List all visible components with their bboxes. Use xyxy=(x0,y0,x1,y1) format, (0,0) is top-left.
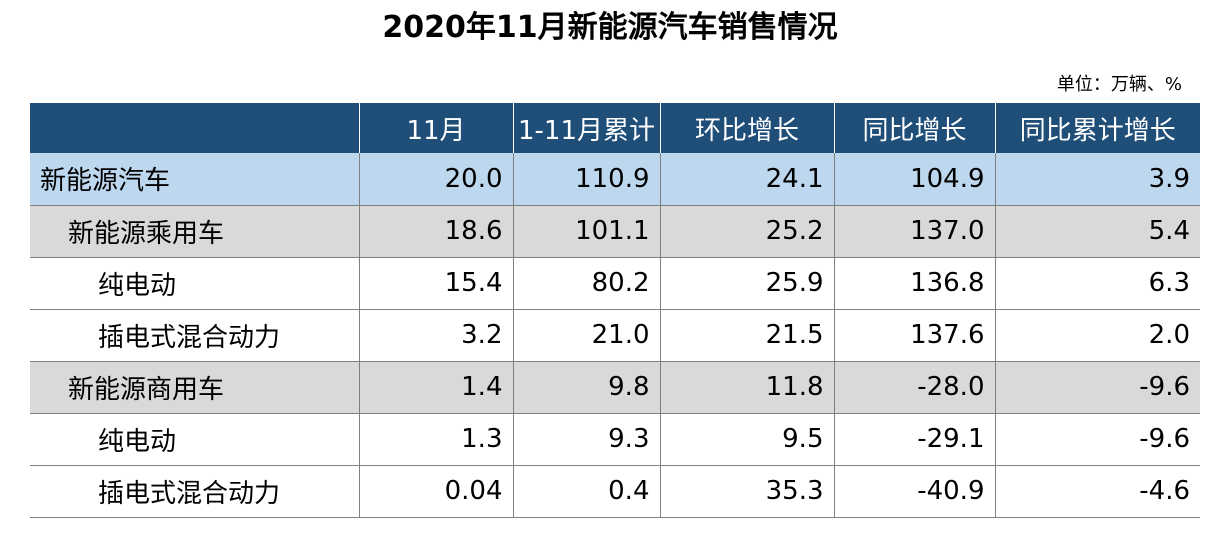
table-row: 纯电动 15.4 80.2 25.9 136.8 6.3 xyxy=(30,257,1200,310)
table-row: 插电式混合动力 0.04 0.4 35.3 -40.9 -4.6 xyxy=(30,465,1200,518)
cell-yoy-growth: -40.9 xyxy=(834,465,996,518)
cell-mom-growth: 21.5 xyxy=(660,309,835,362)
cell-cumulative: 101.1 xyxy=(513,205,661,258)
cell-cumulative: 0.4 xyxy=(513,465,661,518)
cell-yoy-growth: -28.0 xyxy=(834,361,996,414)
row-label: 新能源商用车 xyxy=(30,361,360,414)
row-label: 新能源乘用车 xyxy=(30,205,360,258)
cell-cumulative: 110.9 xyxy=(513,153,661,206)
table-row: 插电式混合动力 3.2 21.0 21.5 137.6 2.0 xyxy=(30,309,1200,362)
cell-mom-growth: 11.8 xyxy=(660,361,835,414)
cell-mom-growth: 9.5 xyxy=(660,413,835,466)
table-body: 新能源汽车 20.0 110.9 24.1 104.9 3.9 新能源乘用车 1… xyxy=(30,153,1200,518)
table-row: 新能源汽车 20.0 110.9 24.1 104.9 3.9 xyxy=(30,153,1200,206)
cell-month: 0.04 xyxy=(359,465,514,518)
cell-yoy-growth: 137.0 xyxy=(834,205,996,258)
cell-month: 1.4 xyxy=(359,361,514,414)
cell-yoy-cumulative-growth: 3.9 xyxy=(995,153,1200,206)
cell-mom-growth: 25.2 xyxy=(660,205,835,258)
cell-yoy-cumulative-growth: 6.3 xyxy=(995,257,1200,310)
cell-month: 20.0 xyxy=(359,153,514,206)
cell-mom-growth: 35.3 xyxy=(660,465,835,518)
row-label: 纯电动 xyxy=(30,257,360,310)
header-cumulative: 1-11月累计 xyxy=(513,103,661,153)
row-label: 新能源汽车 xyxy=(30,153,360,206)
header-category xyxy=(30,103,360,153)
table-header: 11月 1-11月累计 环比增长 同比增长 同比累计增长 xyxy=(30,103,1200,153)
table-row: 新能源商用车 1.4 9.8 11.8 -28.0 -9.6 xyxy=(30,361,1200,414)
cell-mom-growth: 25.9 xyxy=(660,257,835,310)
cell-mom-growth: 24.1 xyxy=(660,153,835,206)
header-yoy-cumulative-growth: 同比累计增长 xyxy=(995,103,1200,153)
cell-month: 15.4 xyxy=(359,257,514,310)
cell-month: 1.3 xyxy=(359,413,514,466)
page-title: 2020年11月新能源汽车销售情况 xyxy=(382,10,838,45)
row-label: 插电式混合动力 xyxy=(30,309,360,362)
cell-yoy-growth: 136.8 xyxy=(834,257,996,310)
header-month: 11月 xyxy=(359,103,514,153)
sales-table: 11月 1-11月累计 环比增长 同比增长 同比累计增长 新能源汽车 20.0 … xyxy=(30,103,1200,518)
unit-note: 单位：万辆、% xyxy=(1056,74,1182,95)
table-row: 新能源乘用车 18.6 101.1 25.2 137.0 5.4 xyxy=(30,205,1200,258)
table-row: 纯电动 1.3 9.3 9.5 -29.1 -9.6 xyxy=(30,413,1200,466)
cell-yoy-cumulative-growth: 2.0 xyxy=(995,309,1200,362)
cell-cumulative: 9.3 xyxy=(513,413,661,466)
cell-yoy-cumulative-growth: -9.6 xyxy=(995,361,1200,414)
row-label: 插电式混合动力 xyxy=(30,465,360,518)
cell-yoy-cumulative-growth: -9.6 xyxy=(995,413,1200,466)
cell-month: 3.2 xyxy=(359,309,514,362)
cell-cumulative: 80.2 xyxy=(513,257,661,310)
header-row: 11月 1-11月累计 环比增长 同比增长 同比累计增长 xyxy=(30,103,1200,153)
cell-yoy-cumulative-growth: 5.4 xyxy=(995,205,1200,258)
cell-yoy-growth: -29.1 xyxy=(834,413,996,466)
row-label: 纯电动 xyxy=(30,413,360,466)
cell-yoy-growth: 137.6 xyxy=(834,309,996,362)
header-yoy-growth: 同比增长 xyxy=(834,103,996,153)
cell-month: 18.6 xyxy=(359,205,514,258)
cell-yoy-cumulative-growth: -4.6 xyxy=(995,465,1200,518)
cell-cumulative: 21.0 xyxy=(513,309,661,362)
cell-yoy-growth: 104.9 xyxy=(834,153,996,206)
cell-cumulative: 9.8 xyxy=(513,361,661,414)
header-mom-growth: 环比增长 xyxy=(660,103,835,153)
